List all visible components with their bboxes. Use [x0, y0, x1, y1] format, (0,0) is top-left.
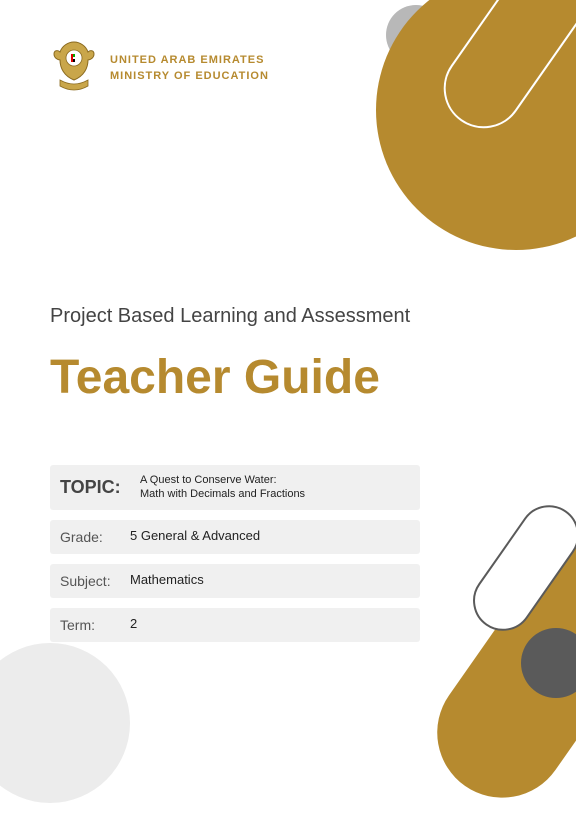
grade-row: Grade: 5 General & Advanced	[50, 520, 420, 554]
decor-blob-bottom-left	[0, 643, 130, 803]
grade-value: 5 General & Advanced	[130, 528, 260, 545]
uae-emblem-icon	[50, 40, 98, 96]
topic-value-line2: Math with Decimals and Fractions	[140, 487, 305, 501]
topic-value-line1: A Quest to Conserve Water:	[140, 473, 305, 487]
term-label: Term:	[60, 617, 130, 633]
ministry-line1: UNITED ARAB EMIRATES	[110, 52, 269, 69]
subject-row: Subject: Mathematics	[50, 564, 420, 598]
ministry-line2: MINISTRY OF EDUCATION	[110, 68, 269, 85]
topic-value: A Quest to Conserve Water: Math with Dec…	[140, 473, 305, 502]
subject-label: Subject:	[60, 573, 130, 589]
term-value: 2	[130, 616, 137, 633]
ministry-name: UNITED ARAB EMIRATES MINISTRY OF EDUCATI…	[110, 52, 269, 85]
topic-row: TOPIC: A Quest to Conserve Water: Math w…	[50, 465, 420, 510]
document-subtitle: Project Based Learning and Assessment	[50, 305, 410, 328]
subject-value: Mathematics	[130, 572, 204, 589]
document-page: UNITED ARAB EMIRATES MINISTRY OF EDUCATI…	[0, 0, 576, 733]
info-section: TOPIC: A Quest to Conserve Water: Math w…	[50, 465, 420, 652]
ministry-logo-block: UNITED ARAB EMIRATES MINISTRY OF EDUCATI…	[50, 40, 269, 96]
term-row: Term: 2	[50, 608, 420, 642]
topic-label: TOPIC:	[60, 477, 140, 498]
grade-label: Grade:	[60, 529, 130, 545]
document-title: Teacher Guide	[50, 350, 380, 405]
